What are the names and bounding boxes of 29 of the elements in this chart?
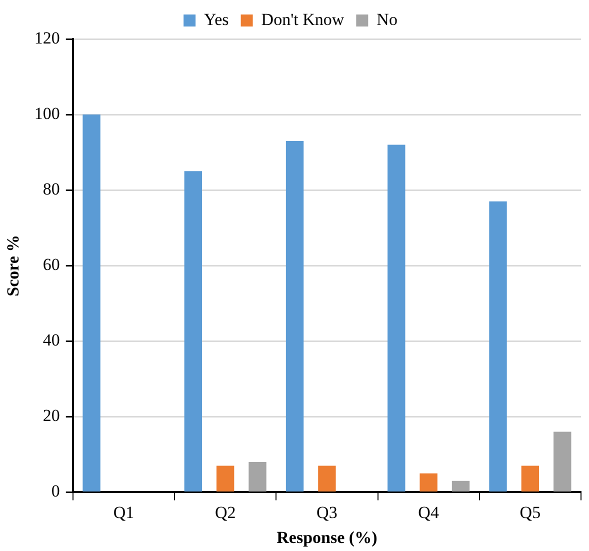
bar: [216, 466, 234, 492]
x-tick-label: Q3: [316, 502, 338, 522]
y-tick-label: 60: [42, 255, 60, 274]
bar: [82, 114, 100, 492]
y-tick-label: 80: [42, 180, 60, 199]
bar: [554, 432, 572, 492]
x-tick-label: Q1: [113, 502, 134, 522]
y-axis-title: Score %: [4, 234, 23, 296]
legend-label: Yes: [204, 10, 229, 29]
y-tick-label: 40: [42, 330, 60, 350]
bar: [420, 473, 438, 492]
legend-label: No: [376, 10, 398, 29]
bar: [521, 466, 540, 492]
bar: [318, 466, 336, 492]
y-tick-label: 120: [34, 28, 60, 48]
bar: [248, 462, 266, 492]
bar: [184, 171, 202, 492]
y-tick-label: 100: [34, 104, 60, 123]
y-tick-label: 0: [51, 482, 60, 501]
x-tick-label: Q2: [214, 502, 236, 522]
bar: [452, 480, 470, 492]
y-tick-label: 20: [42, 406, 60, 426]
x-tick-label: Q4: [418, 502, 440, 522]
legend-label: Don't Know: [261, 10, 345, 29]
bar: [388, 144, 406, 492]
bar: [489, 201, 507, 492]
x-axis-title: Response (%): [276, 528, 378, 548]
x-tick-label: Q5: [520, 502, 541, 522]
bar: [286, 140, 304, 492]
